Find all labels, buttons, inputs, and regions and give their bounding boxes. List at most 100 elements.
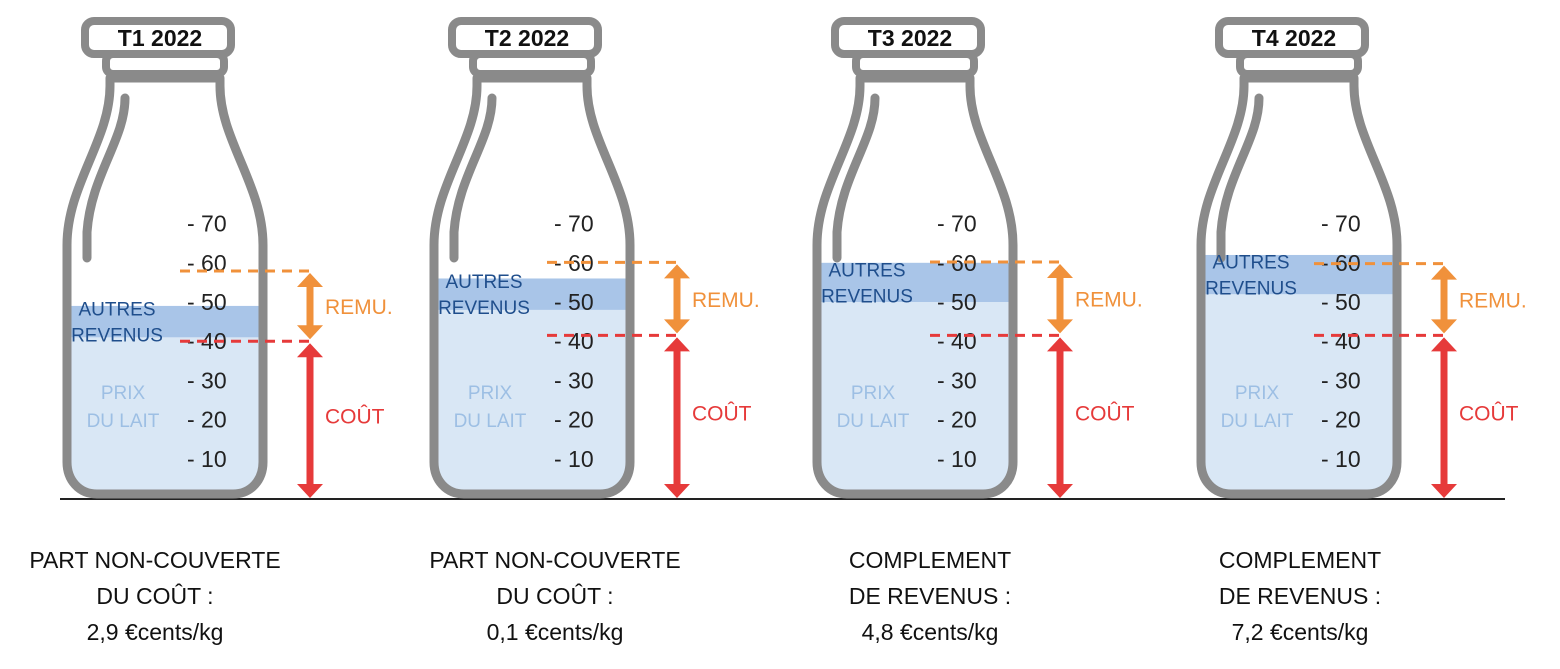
- tick-label-50: - 50: [554, 289, 594, 315]
- other-income-label-line1: AUTRES: [445, 272, 522, 293]
- bottle-group-1: T1 2022- 70- 60- 50- 40- 30- 20- 10AUTRE…: [62, 17, 393, 499]
- cost-arrow-head-bottom: [297, 484, 323, 498]
- bottle-group-2: T2 2022- 70- 60- 50- 40- 30- 20- 10AUTRE…: [429, 17, 760, 499]
- remuneration-arrow-head-bottom: [1047, 319, 1073, 334]
- caption-3: COMPLEMENT DE REVENUS : 4,8 €cents/kg: [780, 542, 1080, 650]
- bottle-outline: [429, 73, 635, 499]
- tick-label-20: - 20: [187, 407, 227, 433]
- caption-line: 0,1 €cents/kg: [486, 619, 624, 645]
- remuneration-arrow-head-bottom: [1431, 319, 1457, 334]
- bottle-cap: [831, 17, 985, 58]
- milk-price-label-line2: DU LAIT: [1221, 411, 1294, 432]
- tick-label-10: - 10: [554, 446, 594, 472]
- other-income-label-line1: AUTRES: [78, 300, 155, 321]
- tick-label-40: - 40: [1321, 328, 1361, 354]
- bottle-highlight: [449, 93, 497, 263]
- quarter-label: T3 2022: [868, 25, 952, 51]
- remuneration-arrow-head-top: [1047, 264, 1073, 279]
- milk-price-label-line1: PRIX: [1235, 383, 1280, 404]
- bottle-highlight: [832, 93, 880, 263]
- bottle-cap: [1215, 17, 1369, 58]
- bottle-outline: [812, 73, 1018, 499]
- remuneration-label: REMU.: [692, 289, 760, 312]
- remuneration-arrow-head-bottom: [297, 325, 323, 340]
- remuneration-arrow-head-top: [664, 264, 690, 279]
- other-income-band: [67, 305, 263, 338]
- bottle-cap: [448, 17, 602, 58]
- remuneration-arrow-head-top: [297, 273, 323, 288]
- caption-4: COMPLEMENT DE REVENUS : 7,2 €cents/kg: [1150, 542, 1450, 650]
- caption-line: PART NON-COUVERTE: [29, 547, 281, 573]
- other-income-label-line2: REVENUS: [438, 298, 530, 319]
- tick-label-30: - 30: [937, 367, 977, 393]
- caption-line: DU COÛT :: [496, 583, 614, 609]
- bottle-outline: [1196, 73, 1402, 499]
- bottle-cap: [81, 17, 235, 58]
- tick-label-40: - 40: [937, 328, 977, 354]
- tick-label-20: - 20: [1321, 407, 1361, 433]
- quarter-label: T2 2022: [485, 25, 569, 51]
- other-income-band: [434, 278, 630, 310]
- caption-line: COMPLEMENT: [848, 547, 1012, 573]
- bottle-group-3: T3 2022- 70- 60- 50- 40- 30- 20- 10AUTRE…: [812, 17, 1143, 499]
- caption-line: COMPLEMENT: [1218, 547, 1382, 573]
- cost-arrow-head-bottom: [664, 484, 690, 498]
- remuneration-arrow-head-bottom: [664, 319, 690, 334]
- caption-line: DE REVENUS :: [1218, 583, 1382, 609]
- bottle-highlight: [82, 93, 130, 263]
- tick-label-10: - 10: [937, 446, 977, 472]
- tick-label-30: - 30: [1321, 367, 1361, 393]
- cost-label: COÛT: [1075, 403, 1135, 426]
- remuneration-label: REMU.: [1459, 289, 1527, 312]
- other-income-band: [1201, 254, 1397, 295]
- milk-fill: [434, 294, 630, 494]
- caption-line: PART NON-COUVERTE: [429, 547, 681, 573]
- milk-price-label-line2: DU LAIT: [87, 411, 160, 432]
- milk-fill: [1201, 274, 1397, 494]
- tick-label-50: - 50: [1321, 289, 1361, 315]
- other-income-label-line2: REVENUS: [821, 286, 913, 307]
- milk-fill: [817, 282, 1013, 494]
- tick-label-70: - 70: [937, 211, 977, 237]
- quarter-label: T1 2022: [118, 25, 202, 51]
- other-income-band: [817, 262, 1013, 302]
- other-income-label-line2: REVENUS: [1205, 279, 1297, 300]
- caption-line: DU COÛT :: [96, 583, 214, 609]
- other-income-label-line1: AUTRES: [1212, 253, 1289, 274]
- other-income-label-line1: AUTRES: [828, 260, 905, 281]
- tick-label-70: - 70: [1321, 211, 1361, 237]
- cost-arrow-head-top: [664, 337, 690, 352]
- caption-line: DE REVENUS :: [848, 583, 1012, 609]
- quarter-label: T4 2022: [1252, 25, 1336, 51]
- tick-label-70: - 70: [187, 211, 227, 237]
- remuneration-label: REMU.: [325, 296, 393, 319]
- cost-arrow-head-bottom: [1047, 484, 1073, 498]
- milk-price-label-line2: DU LAIT: [454, 411, 527, 432]
- caption-line: 4,8 €cents/kg: [861, 619, 999, 645]
- cost-arrow-head-top: [297, 343, 323, 358]
- tick-label-20: - 20: [554, 407, 594, 433]
- caption-line: 7,2 €cents/kg: [1231, 619, 1369, 645]
- tick-label-20: - 20: [937, 407, 977, 433]
- caption-2: PART NON-COUVERTE DU COÛT : 0,1 €cents/kg: [405, 542, 705, 650]
- cost-label: COÛT: [325, 406, 385, 429]
- milk-price-label-line1: PRIX: [101, 383, 146, 404]
- tick-label-10: - 10: [187, 446, 227, 472]
- milk-price-label-line1: PRIX: [851, 383, 896, 404]
- tick-label-30: - 30: [554, 367, 594, 393]
- tick-label-40: - 40: [554, 328, 594, 354]
- tick-label-50: - 50: [937, 289, 977, 315]
- caption-1: PART NON-COUVERTE DU COÛT : 2,9 €cents/kg: [5, 542, 305, 650]
- other-income-label-line2: REVENUS: [71, 326, 163, 347]
- tick-label-70: - 70: [554, 211, 594, 237]
- cost-arrow-head-top: [1431, 337, 1457, 352]
- milk-fill: [67, 321, 263, 494]
- tick-label-30: - 30: [187, 367, 227, 393]
- remuneration-arrow-head-top: [1431, 265, 1457, 280]
- cost-arrow-head-bottom: [1431, 484, 1457, 498]
- cost-arrow-head-top: [1047, 337, 1073, 352]
- cost-label: COÛT: [692, 403, 752, 426]
- bottle-group-4: T4 2022- 70- 60- 50- 40- 30- 20- 10AUTRE…: [1196, 17, 1527, 499]
- bottle-highlight: [1216, 93, 1264, 263]
